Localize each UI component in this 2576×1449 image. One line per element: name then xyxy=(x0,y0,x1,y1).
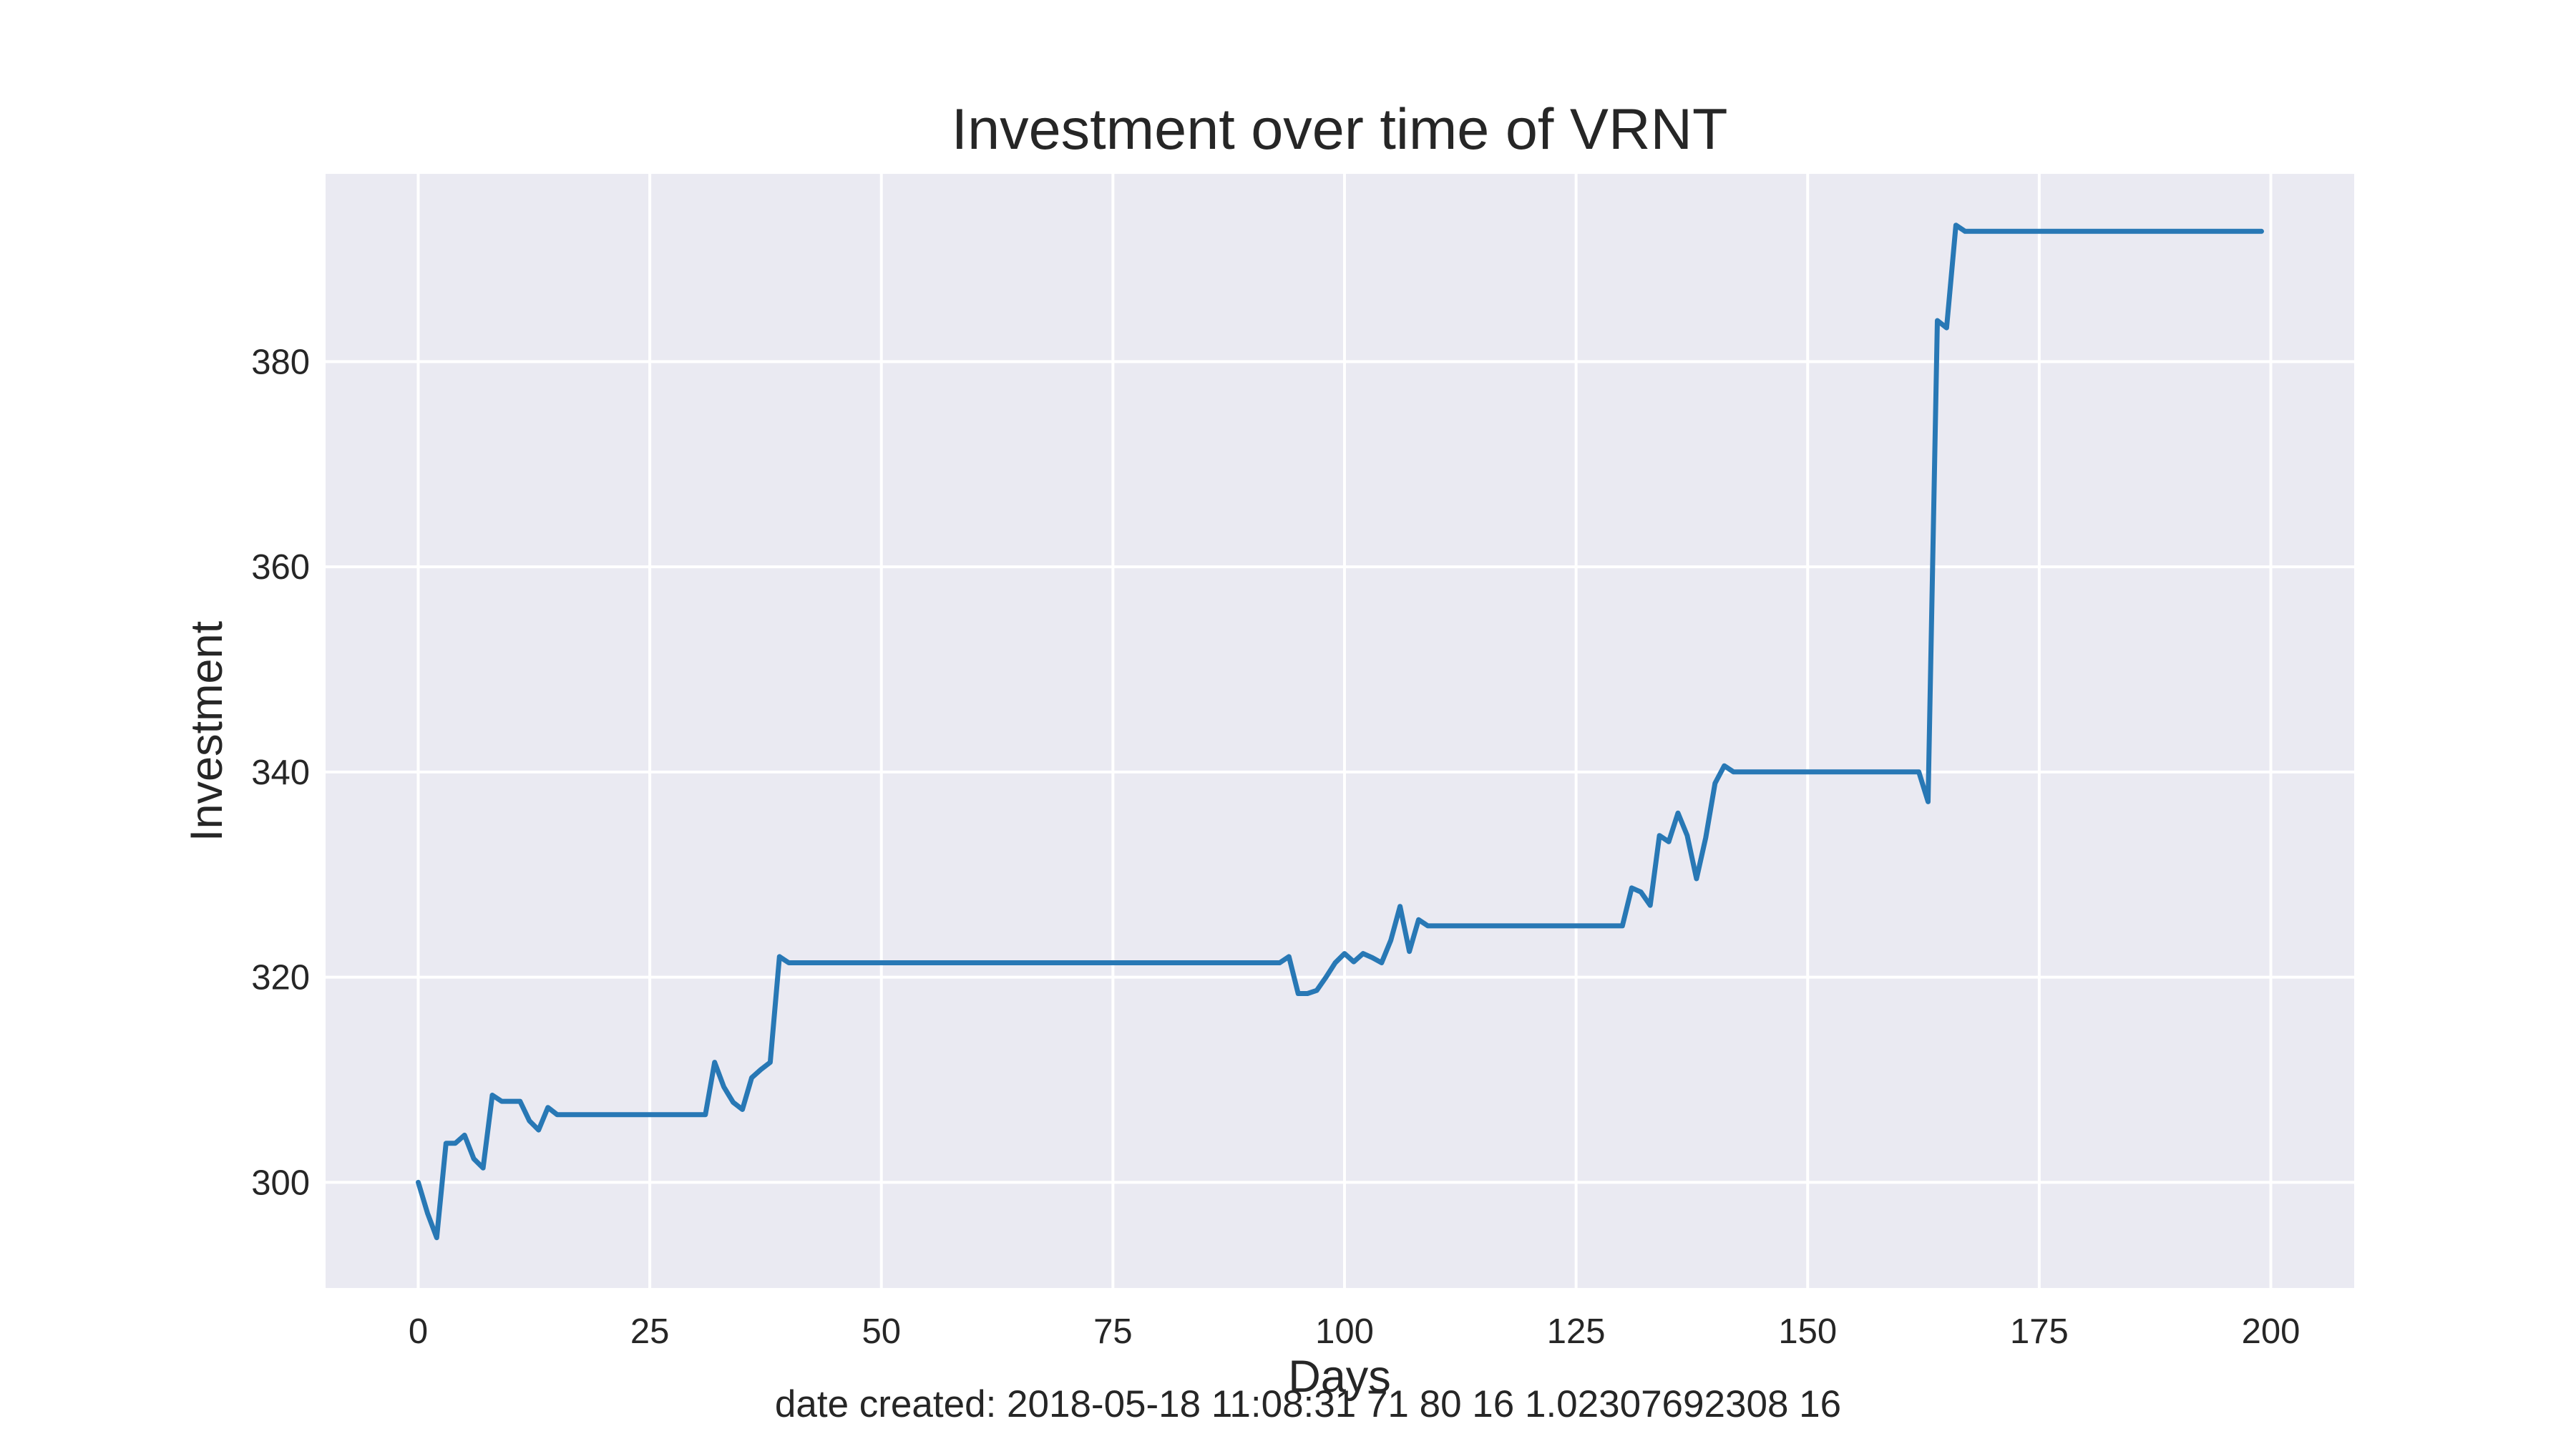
plot-area xyxy=(326,174,2354,1288)
x-tick-label: 75 xyxy=(1093,1312,1133,1351)
x-tick-label: 100 xyxy=(1315,1312,1374,1351)
x-tick-label: 50 xyxy=(862,1312,901,1351)
y-tick-label: 340 xyxy=(251,753,310,792)
investment-series-line xyxy=(416,223,2264,1241)
y-tick-label: 320 xyxy=(251,959,310,997)
chart-title: Investment over time of VRNT xyxy=(952,97,1728,162)
y-tick-label: 380 xyxy=(251,343,310,381)
grid-lines xyxy=(326,174,2354,1288)
series-layer xyxy=(416,223,2264,1241)
x-tick-label: 175 xyxy=(2010,1312,2069,1351)
y-axis-label: Investment xyxy=(182,620,232,841)
x-tick-label: 0 xyxy=(409,1312,428,1351)
x-tick-label: 125 xyxy=(1547,1312,1606,1351)
x-axis-label: Days xyxy=(1288,1352,1391,1402)
x-tick-label: 25 xyxy=(630,1312,670,1351)
date-created-footer: date created: 2018-05-18 11:08:31 71 80 … xyxy=(775,1383,1841,1425)
tick-labels: 0 25 50 75 100 125 150 175 200 300 320 340 360 380 xyxy=(251,343,2300,1351)
x-tick-label: 150 xyxy=(1778,1312,1837,1351)
y-tick-label: 300 xyxy=(251,1163,310,1202)
y-tick-label: 360 xyxy=(251,548,310,587)
x-tick-label: 200 xyxy=(2242,1312,2301,1351)
